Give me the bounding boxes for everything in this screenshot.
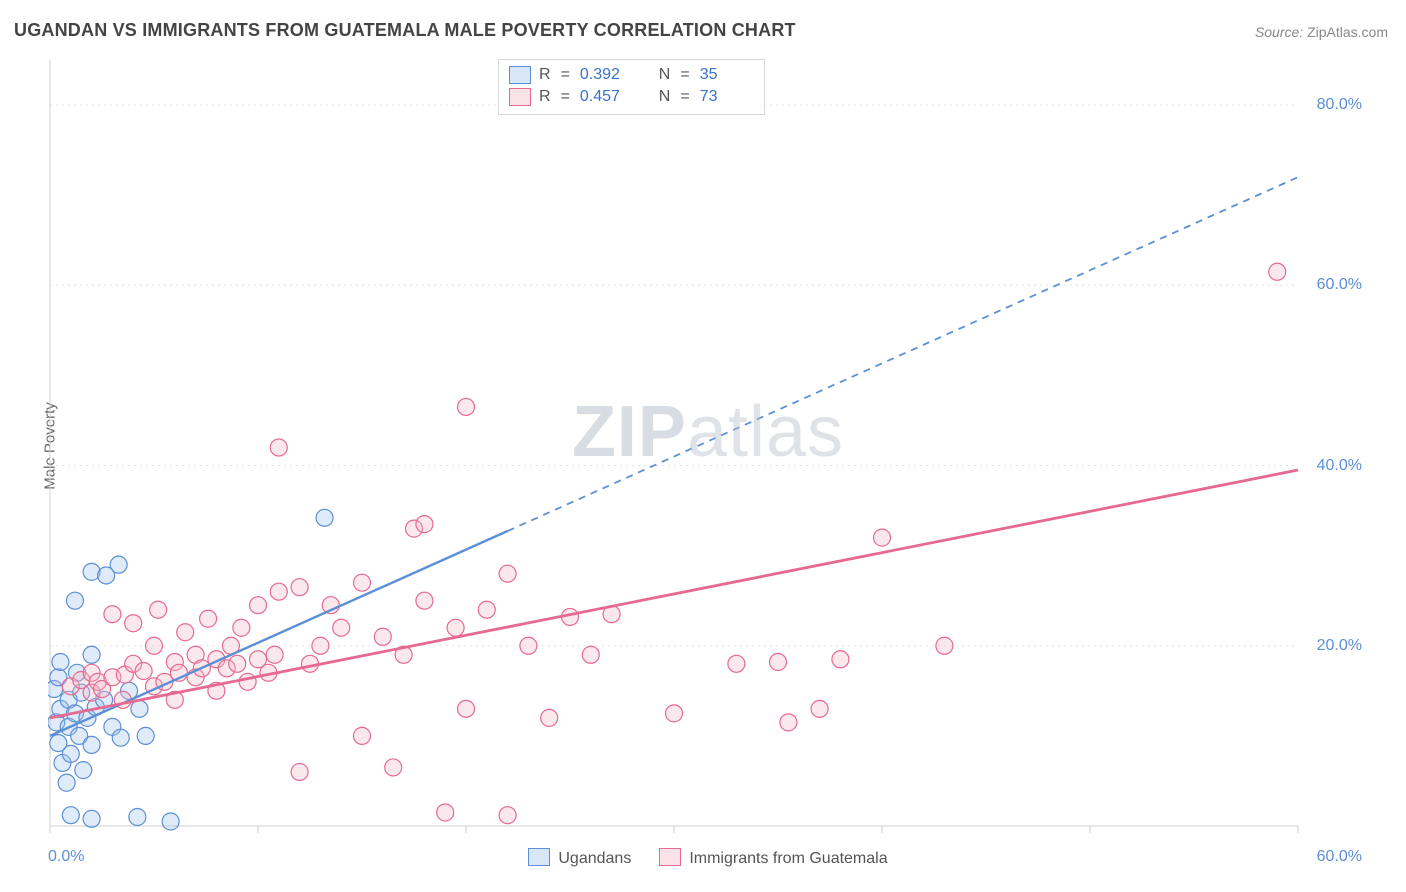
data-point bbox=[936, 637, 953, 654]
data-point bbox=[447, 619, 464, 636]
data-point bbox=[780, 714, 797, 731]
chart-source: Source: ZipAtlas.com bbox=[1255, 24, 1388, 40]
data-point bbox=[458, 398, 475, 415]
data-point bbox=[541, 709, 558, 726]
data-point bbox=[83, 810, 100, 827]
data-point bbox=[437, 804, 454, 821]
plot-svg bbox=[48, 58, 1368, 838]
data-point bbox=[62, 745, 79, 762]
regression-line bbox=[50, 470, 1298, 718]
legend-N-label: N bbox=[659, 64, 671, 86]
legend-N-label: N bbox=[659, 86, 671, 108]
legend-series-item: Immigrants from Guatemala bbox=[659, 848, 887, 868]
data-point bbox=[478, 601, 495, 618]
data-point bbox=[112, 729, 129, 746]
data-point bbox=[374, 628, 391, 645]
data-point bbox=[270, 583, 287, 600]
y-tick-label: 20.0% bbox=[1317, 637, 1362, 655]
data-point bbox=[499, 807, 516, 824]
source-value: ZipAtlas.com bbox=[1307, 24, 1388, 40]
legend-swatch bbox=[659, 848, 681, 866]
y-tick-label: 40.0% bbox=[1317, 457, 1362, 475]
source-label: Source: bbox=[1255, 24, 1303, 40]
legend-series-label: Ugandans bbox=[558, 850, 631, 867]
legend-R-value: 0.392 bbox=[580, 64, 634, 86]
legend-swatch bbox=[528, 848, 550, 866]
legend-swatch bbox=[509, 66, 531, 84]
data-point bbox=[874, 529, 891, 546]
data-point bbox=[354, 574, 371, 591]
scatter-plot: ZIPatlas R=0.392 N=35R=0.457 N=73 Uganda… bbox=[48, 58, 1368, 838]
data-point bbox=[770, 653, 787, 670]
data-point bbox=[110, 556, 127, 573]
data-point bbox=[316, 509, 333, 526]
data-point bbox=[1269, 263, 1286, 280]
data-point bbox=[666, 705, 683, 722]
data-point bbox=[233, 619, 250, 636]
legend-R-value: 0.457 bbox=[580, 86, 634, 108]
legend-N-value: 35 bbox=[700, 64, 754, 86]
data-point bbox=[150, 601, 167, 618]
data-point bbox=[520, 637, 537, 654]
legend-series-label: Immigrants from Guatemala bbox=[689, 850, 887, 867]
data-point bbox=[131, 700, 148, 717]
data-point bbox=[239, 673, 256, 690]
data-point bbox=[728, 655, 745, 672]
data-point bbox=[499, 565, 516, 582]
data-point bbox=[66, 592, 83, 609]
y-tick-label: 60.0% bbox=[1317, 276, 1362, 294]
data-point bbox=[458, 700, 475, 717]
data-point bbox=[62, 807, 79, 824]
regression-line-dashed bbox=[508, 177, 1298, 531]
legend-correlation-row: R=0.392 N=35 bbox=[509, 64, 754, 86]
x-tick-label: 0.0% bbox=[48, 848, 84, 866]
data-point bbox=[146, 637, 163, 654]
data-point bbox=[200, 610, 217, 627]
data-point bbox=[582, 646, 599, 663]
legend-swatch bbox=[509, 88, 531, 106]
legend-series: Ugandans Immigrants from Guatemala bbox=[48, 848, 1368, 868]
data-point bbox=[229, 655, 246, 672]
data-point bbox=[416, 516, 433, 533]
data-point bbox=[416, 592, 433, 609]
x-tick-label: 60.0% bbox=[1317, 848, 1362, 866]
data-point bbox=[52, 653, 69, 670]
chart-title: UGANDAN VS IMMIGRANTS FROM GUATEMALA MAL… bbox=[14, 20, 796, 41]
data-point bbox=[385, 759, 402, 776]
data-point bbox=[58, 774, 75, 791]
data-point bbox=[177, 624, 194, 641]
data-point bbox=[83, 646, 100, 663]
legend-series-item: Ugandans bbox=[528, 848, 631, 868]
data-point bbox=[129, 808, 146, 825]
data-point bbox=[291, 763, 308, 780]
legend-R-label: R bbox=[539, 86, 551, 108]
data-point bbox=[312, 637, 329, 654]
data-point bbox=[270, 439, 287, 456]
data-point bbox=[75, 762, 92, 779]
legend-correlation: R=0.392 N=35R=0.457 N=73 bbox=[498, 59, 765, 115]
data-point bbox=[354, 727, 371, 744]
data-point bbox=[162, 813, 179, 830]
data-point bbox=[135, 662, 152, 679]
data-point bbox=[104, 606, 121, 623]
data-point bbox=[832, 651, 849, 668]
data-point bbox=[811, 700, 828, 717]
data-point bbox=[137, 727, 154, 744]
legend-N-value: 73 bbox=[700, 86, 754, 108]
data-point bbox=[125, 615, 142, 632]
data-point bbox=[291, 579, 308, 596]
y-tick-label: 80.0% bbox=[1317, 96, 1362, 114]
data-point bbox=[250, 597, 267, 614]
data-point bbox=[83, 736, 100, 753]
legend-R-label: R bbox=[539, 64, 551, 86]
chart-container: UGANDAN VS IMMIGRANTS FROM GUATEMALA MAL… bbox=[0, 0, 1406, 892]
legend-correlation-row: R=0.457 N=73 bbox=[509, 86, 754, 108]
data-point bbox=[333, 619, 350, 636]
data-point bbox=[266, 646, 283, 663]
